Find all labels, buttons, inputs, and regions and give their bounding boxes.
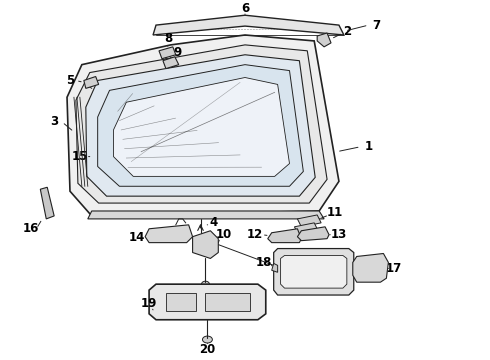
Text: 8: 8 (165, 32, 173, 45)
Ellipse shape (201, 281, 209, 287)
Polygon shape (76, 45, 327, 203)
Text: 14: 14 (129, 231, 146, 244)
Polygon shape (353, 253, 389, 282)
Polygon shape (193, 231, 219, 258)
Ellipse shape (202, 336, 212, 343)
Polygon shape (149, 284, 266, 320)
Polygon shape (205, 293, 250, 311)
Polygon shape (86, 55, 315, 196)
Polygon shape (159, 47, 176, 59)
Polygon shape (294, 223, 318, 235)
Text: 3: 3 (50, 116, 58, 129)
Text: 1: 1 (365, 140, 373, 153)
Text: 20: 20 (199, 343, 216, 356)
Polygon shape (153, 15, 344, 35)
Polygon shape (166, 293, 196, 311)
Polygon shape (114, 77, 290, 176)
Text: 12: 12 (247, 228, 263, 241)
Text: 19: 19 (141, 297, 157, 310)
Text: 13: 13 (331, 228, 347, 241)
Text: 18: 18 (256, 256, 272, 269)
Text: 15: 15 (72, 150, 88, 163)
Polygon shape (98, 65, 303, 186)
Text: 17: 17 (386, 262, 402, 275)
Polygon shape (297, 215, 321, 227)
Polygon shape (268, 229, 301, 243)
Ellipse shape (199, 240, 211, 249)
Polygon shape (163, 57, 179, 69)
Text: 7: 7 (372, 19, 381, 32)
Text: 9: 9 (173, 46, 182, 59)
Polygon shape (84, 77, 98, 88)
Text: 6: 6 (241, 2, 249, 15)
Polygon shape (67, 35, 339, 216)
Text: 2: 2 (343, 24, 351, 37)
Polygon shape (271, 264, 278, 272)
Ellipse shape (278, 234, 294, 242)
Ellipse shape (361, 261, 380, 275)
Text: 4: 4 (209, 216, 218, 229)
Polygon shape (281, 256, 347, 288)
Ellipse shape (300, 262, 330, 280)
Polygon shape (274, 248, 354, 295)
Polygon shape (317, 33, 331, 47)
Text: 5: 5 (66, 74, 74, 87)
Text: 16: 16 (22, 222, 39, 235)
Text: 11: 11 (327, 207, 343, 220)
Text: 10: 10 (216, 228, 232, 241)
Polygon shape (88, 211, 324, 219)
Polygon shape (297, 227, 329, 240)
Polygon shape (145, 225, 193, 243)
Polygon shape (40, 187, 54, 219)
Ellipse shape (306, 231, 322, 239)
